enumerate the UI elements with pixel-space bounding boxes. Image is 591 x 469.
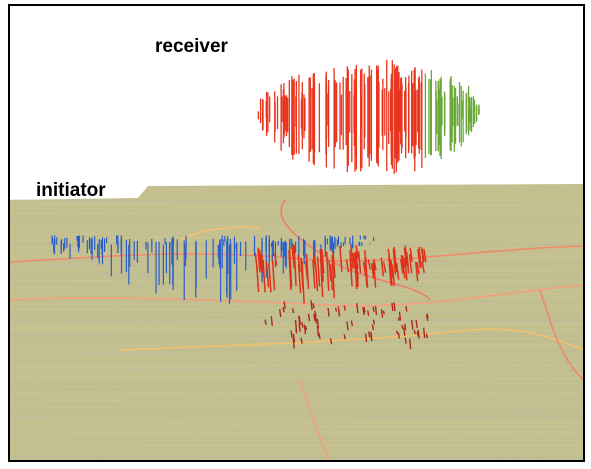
response-mark	[405, 337, 406, 343]
response-mark	[383, 311, 384, 314]
response-mark	[301, 338, 302, 344]
visualization: receiver initiator	[0, 0, 591, 469]
response-mark	[424, 328, 425, 338]
response-mark	[417, 332, 418, 336]
response-mark	[357, 303, 358, 313]
response-mark	[280, 309, 281, 317]
response-mark	[336, 308, 337, 312]
response-mark	[399, 312, 400, 321]
response-mark	[427, 315, 428, 321]
response-mark	[398, 333, 399, 339]
response-mark	[328, 308, 329, 317]
response-mark	[412, 320, 413, 329]
response-mark	[344, 335, 345, 340]
response-mark	[394, 303, 395, 312]
response-mark	[293, 334, 294, 343]
response-mark	[347, 322, 348, 331]
response-mark	[331, 338, 332, 344]
response-mark	[296, 320, 297, 331]
response-mark	[414, 330, 415, 334]
response-mark	[302, 322, 303, 327]
response-mark	[313, 303, 314, 308]
response-mark	[376, 306, 377, 315]
response-mark	[265, 320, 266, 325]
response-mark	[372, 324, 373, 330]
response-mark	[311, 300, 312, 309]
response-mark	[338, 306, 339, 316]
response-mark	[405, 324, 406, 331]
response-mark	[284, 301, 285, 309]
response-mark	[291, 331, 292, 338]
response-mark	[371, 332, 372, 341]
response-mark	[406, 306, 407, 311]
response-mark	[404, 327, 405, 335]
response-mark	[410, 338, 411, 349]
response-mark	[366, 334, 367, 342]
response-mark	[392, 303, 393, 311]
response-mark	[426, 334, 427, 338]
response-mark	[271, 316, 272, 326]
response-mark	[364, 307, 365, 312]
response-mark	[309, 314, 310, 321]
response-mark	[368, 311, 369, 316]
response-mark	[319, 333, 320, 339]
response-mark	[315, 313, 316, 324]
response-mark	[398, 318, 399, 321]
response-mark	[304, 325, 305, 335]
response-mark	[373, 320, 374, 325]
response-mark	[369, 332, 370, 338]
response-mark	[416, 320, 417, 328]
response-mark	[317, 319, 318, 329]
receiver-label: receiver	[155, 36, 229, 57]
response-mark	[293, 308, 294, 313]
response-mark	[397, 331, 398, 334]
response-mark	[373, 307, 374, 312]
response-mark	[402, 325, 403, 329]
initiator-label: initiator	[36, 180, 106, 201]
response-mark	[351, 321, 352, 326]
response-mark	[344, 306, 345, 311]
response-mark	[314, 314, 315, 321]
response-mark	[299, 324, 300, 332]
response-mark	[306, 326, 307, 330]
response-mark	[382, 309, 383, 318]
response-mark	[283, 307, 284, 312]
